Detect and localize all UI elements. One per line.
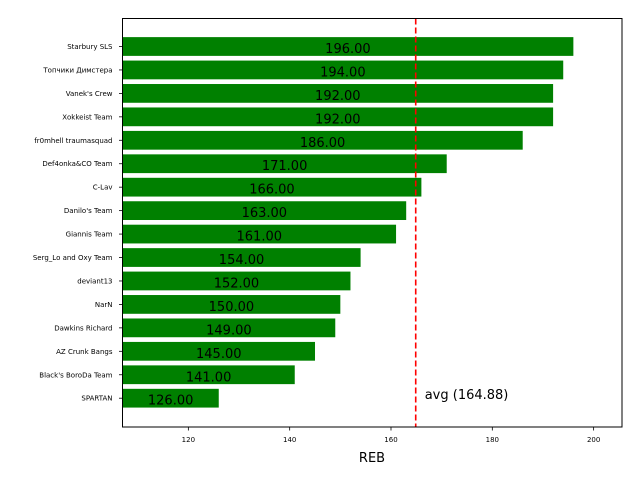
y-axis: Starbury SLS Топчики Димстера Vanek's Crew… xyxy=(33,43,123,403)
bar xyxy=(122,130,523,150)
x-tick-label: 140 xyxy=(283,436,296,444)
x-axis: 120 140 160 180 200 xyxy=(182,427,600,444)
bar-value-label: 192.00 xyxy=(315,89,361,104)
bar-value-label: 196.00 xyxy=(325,42,371,57)
y-tick-label: Xokkeist Team xyxy=(62,113,112,121)
bar xyxy=(122,318,336,338)
bar xyxy=(122,295,341,314)
x-axis-label: REB xyxy=(359,451,385,466)
y-tick-label: Starbury SLS xyxy=(67,43,113,51)
bar xyxy=(122,388,219,408)
bar-value-label: 166.00 xyxy=(249,183,295,198)
bar xyxy=(122,154,447,174)
bar xyxy=(122,248,361,267)
x-tick-label: 160 xyxy=(384,436,397,444)
y-tick-label: AZ Crunk Bangs xyxy=(56,348,113,356)
average-line-group: avg (164.88) xyxy=(414,18,509,427)
bar-value-label: 154.00 xyxy=(219,253,265,268)
bar-value-label: 186.00 xyxy=(300,136,346,151)
bars-group xyxy=(122,37,574,408)
bar xyxy=(122,107,554,127)
y-tick-label: fr0mhell traumasquad xyxy=(34,137,112,145)
plot-area-frame xyxy=(122,18,623,428)
y-tick-label: SPARTAN xyxy=(81,395,112,403)
value-labels-group: 196.00 194.00 192.00 192.00 186.00 171.00 166.… xyxy=(148,42,371,409)
bar xyxy=(122,365,295,385)
bar-value-label: 194.00 xyxy=(320,65,366,80)
average-line-label: avg (164.88) xyxy=(425,388,509,403)
y-tick-label: Serg_Lo and Oxy Team xyxy=(33,254,113,262)
bar xyxy=(122,177,422,197)
bar xyxy=(122,60,564,80)
y-tick-label: Def4onka&CO Team xyxy=(42,160,112,168)
bar-value-label: 141.00 xyxy=(186,370,232,385)
y-tick-label: Топчики Димстера xyxy=(42,66,112,74)
bar-value-label: 192.00 xyxy=(315,112,361,127)
bar xyxy=(122,224,397,244)
y-tick-label: Giannis Team xyxy=(66,231,113,239)
y-tick-label: Danilo's Team xyxy=(64,207,113,215)
x-tick-label: 200 xyxy=(587,436,600,444)
bar xyxy=(122,37,574,56)
bar-value-label: 126.00 xyxy=(148,394,194,409)
y-tick-label: Dawkins Richard xyxy=(54,324,112,332)
x-tick-label: 120 xyxy=(182,436,195,444)
y-tick-label: deviant13 xyxy=(77,277,112,285)
y-tick-label: C-Lav xyxy=(93,184,113,192)
x-tick-label: 180 xyxy=(486,436,499,444)
bar xyxy=(122,271,351,291)
bar-value-label: 152.00 xyxy=(214,276,260,291)
bar-value-label: 149.00 xyxy=(206,323,252,338)
bar-value-label: 161.00 xyxy=(237,230,283,245)
y-tick-label: NarN xyxy=(95,301,113,309)
bar xyxy=(122,84,554,103)
bar xyxy=(122,201,407,221)
bar-value-label: 171.00 xyxy=(262,159,308,174)
y-tick-label: Vanek's Crew xyxy=(66,90,113,98)
bar-value-label: 145.00 xyxy=(196,347,242,362)
y-tick-label: Black's BoroDa Team xyxy=(39,371,112,379)
bar-value-label: 150.00 xyxy=(209,300,255,315)
bar xyxy=(122,341,316,361)
bar-value-label: 163.00 xyxy=(242,206,288,221)
